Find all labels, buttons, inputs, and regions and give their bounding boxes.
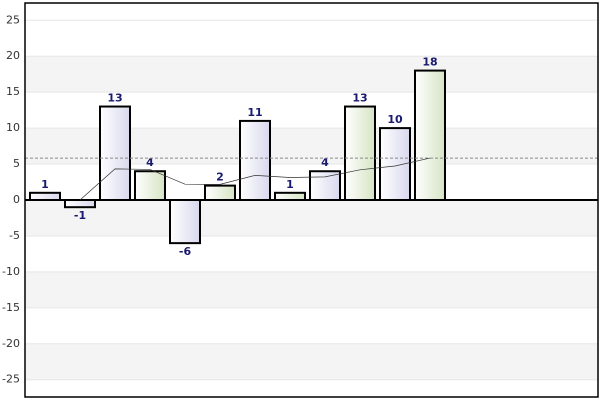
bar <box>134 170 166 201</box>
bar <box>309 170 341 201</box>
bar <box>64 199 96 209</box>
bar <box>99 105 131 201</box>
grid-band <box>25 343 598 380</box>
y-tick-label: 0 <box>13 193 20 206</box>
bar <box>29 191 61 202</box>
y-tick-label: 25 <box>6 13 20 26</box>
y-tick-label: -20 <box>2 337 20 350</box>
y-tick-label: -25 <box>2 373 20 386</box>
bar <box>204 184 236 201</box>
value-label: 18 <box>422 56 437 69</box>
y-tick-label: 15 <box>6 85 20 98</box>
bar <box>239 119 271 201</box>
value-label: 13 <box>107 92 122 105</box>
value-label: 10 <box>387 113 403 126</box>
value-label: 1 <box>41 178 49 191</box>
y-tick-label: 10 <box>6 121 20 134</box>
value-label: 2 <box>216 171 224 184</box>
y-tick-label: -5 <box>9 229 20 242</box>
plot-frame <box>24 2 599 398</box>
grid-band <box>25 271 598 308</box>
y-tick-label: -10 <box>2 265 20 278</box>
grid-band <box>25 200 598 236</box>
value-label: 11 <box>247 106 262 119</box>
grid-band <box>25 56 598 93</box>
value-label: -6 <box>179 245 192 258</box>
bar <box>274 191 306 202</box>
trend-line <box>79 157 431 201</box>
value-label: 1 <box>286 178 294 191</box>
bar <box>344 105 376 201</box>
y-tick-label: -15 <box>2 301 20 314</box>
value-label: 4 <box>146 156 154 169</box>
value-label: 4 <box>321 156 329 169</box>
value-label: 13 <box>352 92 367 105</box>
y-tick-label: 20 <box>6 49 20 62</box>
y-tick-label: 5 <box>13 157 20 170</box>
bar <box>169 199 201 245</box>
bar <box>379 127 411 201</box>
bar <box>414 69 446 201</box>
value-label: -1 <box>74 209 86 222</box>
